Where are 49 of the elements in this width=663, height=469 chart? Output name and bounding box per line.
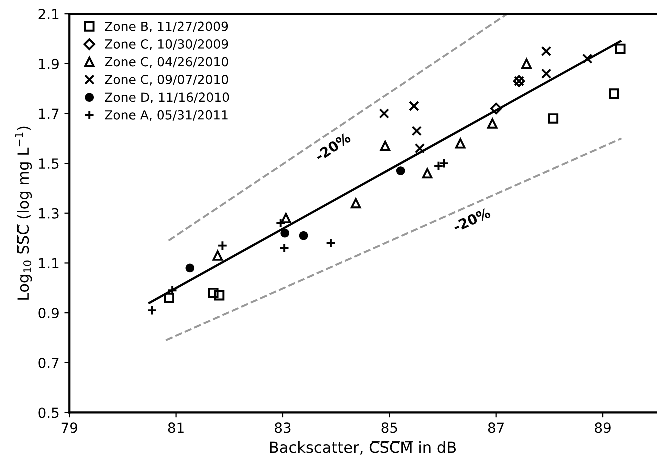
point: [299, 231, 308, 240]
point: [455, 138, 466, 149]
point: [609, 88, 620, 99]
point: [350, 198, 362, 209]
point: [541, 46, 552, 57]
point: [164, 292, 175, 304]
point: [380, 140, 391, 152]
x-tick-label: 81: [168, 422, 184, 434]
point: [414, 143, 426, 154]
point: [280, 228, 290, 238]
y-tick-label: 1.5: [39, 158, 59, 170]
x-tick-label: 87: [488, 422, 504, 434]
y-tick-label: 1.7: [39, 108, 59, 120]
point: [379, 108, 390, 119]
y-tick-label: 1.3: [39, 208, 59, 219]
y-axis-title: Log$_{10}$ S̅S̅C̅ (log mg L$^{−1}$): [15, 126, 32, 300]
point: [615, 44, 626, 54]
point: [409, 101, 420, 112]
y-tick-label: 2.1: [38, 9, 59, 20]
point: [396, 166, 406, 176]
y-tick-label: 0.9: [38, 308, 59, 319]
legend-label: Zone C, 10/30/2009: [105, 40, 228, 50]
point: [412, 126, 422, 136]
point: [208, 288, 219, 298]
point: [212, 250, 224, 261]
point: [281, 213, 292, 224]
annotation: -20%: [452, 208, 492, 232]
x-tick-label: 85: [382, 422, 398, 434]
legend-label: Zone D, 11/16/2010: [105, 92, 230, 104]
point: [422, 168, 433, 179]
legend-label: Zone C, 09/07/2010: [105, 74, 228, 86]
x-tick-label: 83: [275, 422, 291, 434]
point: [214, 290, 225, 301]
y-tick-label: 1.9: [39, 58, 59, 70]
point: [522, 58, 532, 70]
point: [541, 68, 552, 80]
point: [490, 102, 502, 115]
point: [186, 264, 195, 273]
y-tick-label: 0.7: [38, 358, 59, 368]
x-tick-label: 79: [62, 422, 78, 434]
point: [548, 114, 559, 124]
legend-label: Zone B, 11/27/2009: [105, 22, 228, 33]
legend-label: Zone C, 04/26/2010: [105, 57, 228, 68]
y-tick-label: 1.1: [39, 258, 59, 269]
x-tick-label: 89: [595, 422, 611, 434]
point: [487, 118, 498, 129]
x-axis-title: Backscatter, C̅S̅C̅M̅ in dB: [270, 441, 456, 455]
y-tick-label: 0.5: [38, 408, 59, 418]
legend-label: Zone A, 05/31/2011: [105, 110, 228, 122]
